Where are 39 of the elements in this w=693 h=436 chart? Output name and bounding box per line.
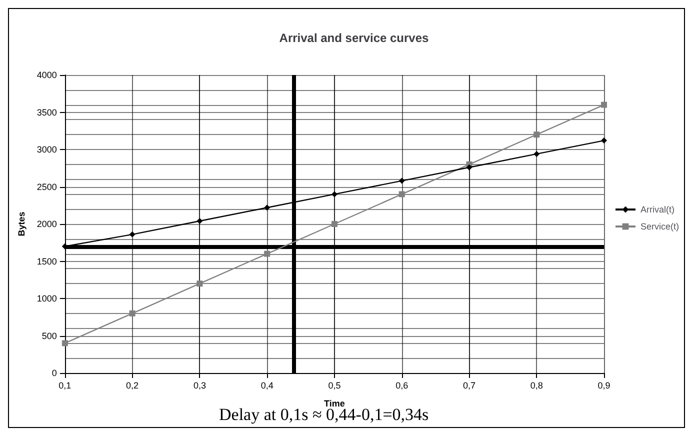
point [196,218,203,224]
point [398,178,405,184]
x-axis-title: Time [324,398,345,408]
point [264,250,270,257]
point [398,191,405,198]
y-tick-label: 2500 [36,182,57,192]
x-tick-label: 0,1 [58,380,72,390]
point [331,221,338,227]
point [601,102,607,108]
point [264,204,270,211]
y-tick-label: 1000 [36,294,57,304]
point [534,132,540,138]
x-tick-label: 0,6 [396,380,408,390]
legend-label: Arrival(t) [640,204,674,214]
chart-title: Arrival and service curves [279,31,430,45]
point [129,310,136,316]
x-tick-label: 0,7 [462,380,476,390]
y-tick-label: 2000 [36,219,57,229]
y-tick-label: 0 [52,368,57,378]
y-tick-label: 3000 [36,144,57,154]
point [534,150,540,157]
point [331,191,338,198]
x-tick-label: 0,9 [598,380,610,390]
x-tick-label: 0,2 [126,380,139,390]
legend-label: Service(t) [640,222,680,232]
point [466,164,472,170]
y-tick-label: 1500 [36,256,57,266]
x-tick-label: 0,8 [530,380,543,390]
point [62,340,68,346]
y-tick-label: 500 [42,330,57,341]
point [196,280,203,287]
x-tick-label: 0,3 [193,380,206,390]
point [129,231,136,238]
y-tick-label: 4000 [36,70,57,80]
y-tick-label: 3500 [36,107,57,118]
x-tick-label: 0,4 [260,380,274,390]
x-tick-label: 0,5 [328,380,341,390]
y-axis-title: Bytes [16,212,26,236]
point [601,138,607,144]
